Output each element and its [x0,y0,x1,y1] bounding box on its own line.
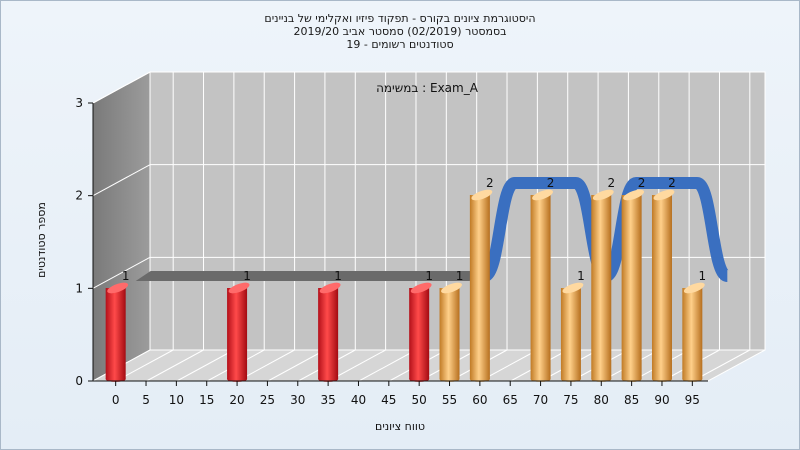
bar-cap [683,282,705,294]
bar-cap [471,189,493,201]
y-tick-label: 3 [75,96,83,110]
x-tick-label: 50 [412,393,427,407]
bar: 1 [318,269,342,382]
grid-line-side [92,71,151,104]
bar: 2 [591,176,615,382]
grid-line-side [92,164,151,197]
y-tick-label: 1 [75,281,83,295]
bar-cap [107,282,129,294]
bar-body [439,288,460,379]
x-tick-label: 45 [381,393,396,407]
bar-cap [441,282,462,294]
bar-data-label: 1 [334,269,342,283]
x-tick-label: 15 [199,393,214,407]
bar-body [591,195,612,379]
x-tick-label: 0 [112,393,120,407]
bar-cap [562,282,584,294]
bar-body [105,288,126,379]
bar-body [530,195,551,379]
bar-data-label: 1 [577,269,585,283]
bar-data-label: 2 [607,176,615,190]
bar: 1 [439,269,464,382]
bar-data-label: 2 [547,176,555,190]
x-tick-label: 10 [169,393,184,407]
x-tick-label: 65 [503,393,518,407]
chart-subtitle-2: סטודנטים רשומים - 19 [346,38,454,51]
x-axis-title: טווח ציונים [375,420,425,433]
bar-data-label: 1 [699,269,707,283]
x-tick-label: 80 [594,393,609,407]
x-tick-label: 40 [351,393,366,407]
grid-line-floor [176,349,235,382]
x-tick-label: 5 [142,393,150,407]
y-axis-title: מספר סטודנטים [35,202,48,278]
bar: 1 [227,269,251,382]
bar-data-label: 1 [243,269,251,283]
y-tick-label: 0 [75,374,83,388]
bar-data-label: 1 [122,269,130,283]
grid-line-floor [146,349,204,382]
x-tick-label: 25 [260,393,275,407]
bar-cap [410,282,432,294]
x-tick-label: 85 [624,393,639,407]
bar-data-label: 1 [456,269,464,283]
grid-line-side [92,256,151,289]
bar-cap [653,189,675,201]
x-tick-label: 20 [229,393,244,407]
x-tick-label: 95 [685,393,700,407]
x-tick-label: 30 [290,393,305,407]
bar-cap [623,189,645,201]
x-tick-label: 60 [472,393,487,407]
bar-body [409,288,430,379]
x-tick-label: 55 [442,393,457,407]
bar: 2 [621,176,646,382]
chart-title: היסטוגרמת ציונים בקורס - תפקוד פיזיו ואק… [264,12,536,25]
bar-body [651,195,672,379]
bar-cap [319,282,341,294]
bar-data-label: 2 [638,176,646,190]
bar-body [682,288,703,379]
bar-cap [228,282,250,294]
bar: 1 [682,269,706,382]
bar-data-label: 2 [486,176,494,190]
bar-data-label: 1 [425,269,433,283]
bar: 1 [560,269,585,382]
bar-cap [592,189,614,201]
ribbon-flat-segment [135,271,485,281]
bar-data-label: 2 [668,176,676,190]
grid-line-floor [267,349,326,382]
x-tick-label: 75 [563,393,578,407]
bar-cap [532,189,554,201]
ribbon-wave-segment [481,177,731,282]
bar-body [560,288,581,379]
x-tick-label: 90 [654,393,669,407]
x-tick-label: 35 [320,393,335,407]
bar-body [621,195,642,379]
exam-annotation: במשימה : Exam_A [376,81,479,95]
bar-body [318,288,339,379]
x-tick-label: 70 [533,393,548,407]
bar-body [469,195,490,379]
y-tick-label: 2 [75,189,83,203]
grid-line-floor [358,349,417,382]
chart-subtitle: בסמסטר (02/2019) סמסטר אביב 2019/20 [293,25,507,38]
trend-ribbon [135,177,731,282]
bar-body [227,288,248,379]
